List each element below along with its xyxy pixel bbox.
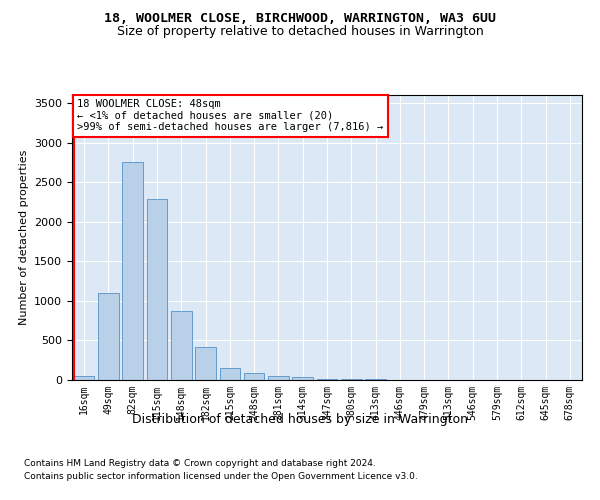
Bar [292, 377, 313, 380]
Bar [74, 376, 94, 380]
Bar [122, 162, 143, 380]
Bar [317, 378, 337, 380]
Bar [341, 379, 362, 380]
Bar [268, 376, 289, 380]
Text: 18 WOOLMER CLOSE: 48sqm
← <1% of detached houses are smaller (20)
>99% of semi-d: 18 WOOLMER CLOSE: 48sqm ← <1% of detache… [77, 100, 383, 132]
Text: Contains HM Land Registry data © Crown copyright and database right 2024.: Contains HM Land Registry data © Crown c… [24, 458, 376, 468]
Bar [220, 368, 240, 380]
Text: Contains public sector information licensed under the Open Government Licence v3: Contains public sector information licen… [24, 472, 418, 481]
Bar [98, 293, 119, 380]
Bar [195, 347, 216, 380]
Bar [146, 198, 167, 380]
Bar [244, 373, 265, 380]
Text: Size of property relative to detached houses in Warrington: Size of property relative to detached ho… [116, 25, 484, 38]
Bar [171, 310, 191, 380]
Text: 18, WOOLMER CLOSE, BIRCHWOOD, WARRINGTON, WA3 6UU: 18, WOOLMER CLOSE, BIRCHWOOD, WARRINGTON… [104, 12, 496, 26]
Y-axis label: Number of detached properties: Number of detached properties [19, 150, 29, 325]
Text: Distribution of detached houses by size in Warrington: Distribution of detached houses by size … [132, 412, 468, 426]
